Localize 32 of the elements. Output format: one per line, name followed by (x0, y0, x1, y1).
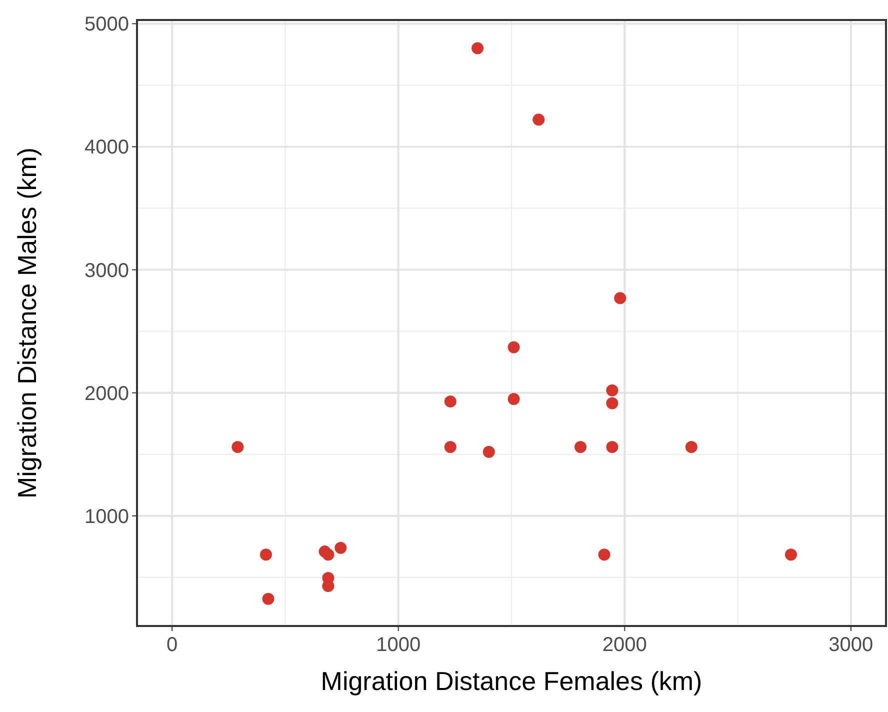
y-tick-label: 2000 (84, 382, 129, 405)
point (606, 397, 618, 410)
x-tick-label: 2000 (602, 634, 647, 656)
x-axis-title: Migration Distance Females (km) (320, 666, 702, 696)
point (784, 548, 797, 561)
point (508, 341, 520, 354)
point (444, 395, 456, 408)
y-tick-label: 4000 (84, 136, 129, 159)
point (574, 440, 587, 453)
point (482, 446, 495, 458)
y-tick-label: 1000 (84, 506, 129, 528)
point (606, 440, 618, 453)
point (232, 440, 244, 453)
point (262, 592, 274, 605)
point (685, 440, 698, 453)
point (444, 440, 456, 453)
x-tick-label: 3000 (828, 634, 874, 656)
y-tick-label: 5000 (84, 14, 129, 36)
point (472, 42, 484, 54)
point (508, 392, 520, 405)
x-tick-label: 1000 (376, 634, 421, 656)
point (260, 548, 272, 561)
y-tick-label: 3000 (84, 260, 129, 282)
point (598, 548, 610, 561)
point (606, 384, 618, 396)
y-axis-title: Migration Distance Males (km) (12, 147, 42, 499)
point (322, 580, 334, 592)
point (322, 548, 334, 561)
point (532, 114, 545, 126)
point (334, 542, 347, 554)
point (614, 292, 626, 304)
x-tick-label: 0 (166, 634, 178, 656)
